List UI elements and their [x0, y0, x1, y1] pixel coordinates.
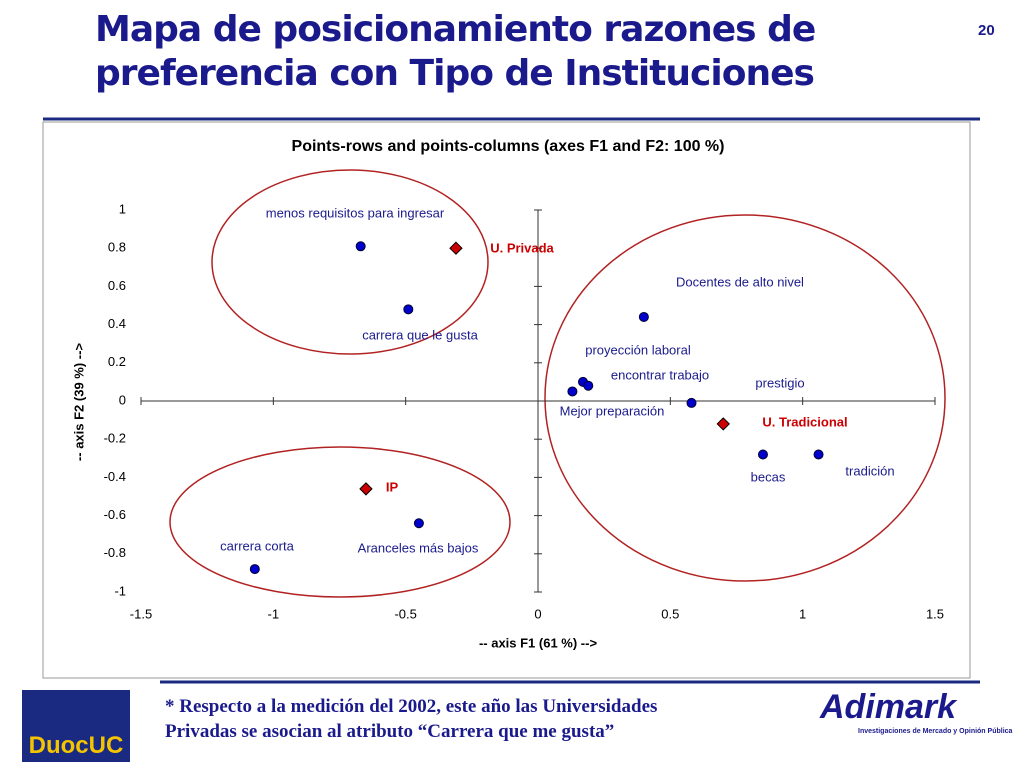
y-tick-label: -0.8 [104, 545, 126, 560]
footnote-line: Privadas se asocian al atributo “Carrera… [165, 721, 615, 742]
x-tick-label: 1.5 [926, 606, 944, 621]
point [583, 380, 594, 391]
point [686, 397, 697, 408]
point-label: tradición [845, 463, 894, 478]
point [716, 417, 730, 431]
y-tick-label: 1 [119, 201, 126, 216]
point [355, 241, 366, 252]
chart-title: Points-rows and points-columns (axes F1 … [292, 138, 725, 155]
slide-title: Mapa de posicionamiento razones de prefe… [95, 8, 816, 96]
chart-frame [42, 121, 971, 679]
cluster-ellipse [169, 446, 511, 598]
y-tick-label: -0.4 [104, 469, 126, 484]
point [413, 518, 424, 529]
point [359, 482, 373, 496]
point [757, 449, 768, 460]
x-tick-label: -1 [268, 606, 280, 621]
point-label: encontrar trabajo [611, 367, 709, 382]
point-label: IP [386, 479, 399, 494]
point-label: U. Tradicional [762, 414, 847, 429]
page-number: 20 [978, 22, 995, 39]
point [638, 311, 649, 322]
y-axis-label: -- axis F2 (39 %) --> [71, 343, 86, 462]
x-tick-label: 0 [534, 606, 541, 621]
y-tick-label: 0 [119, 392, 126, 407]
point [567, 386, 578, 397]
footnote: * Respecto a la medición del 2002, este … [165, 694, 657, 744]
point-label: carrera que le gusta [362, 327, 478, 342]
point-label: menos requisitos para ingresar [266, 205, 445, 220]
point-label: becas [751, 469, 786, 484]
x-axis-label: -- axis F1 (61 %) --> [479, 635, 598, 650]
title-line: Mapa de posicionamiento razones de [95, 9, 816, 50]
y-tick-label: 0.4 [108, 316, 126, 331]
footnote-line: * Respecto a la medición del 2002, este … [165, 696, 658, 717]
logo: DuocUC [22, 690, 130, 762]
y-tick-label: -0.2 [104, 431, 126, 446]
point-label: prestigio [755, 375, 804, 390]
y-tick-label: 0.8 [108, 240, 126, 255]
y-tick-label: 0.6 [108, 278, 126, 293]
y-tick-label: -1 [114, 583, 126, 598]
y-tick-label: -0.6 [104, 507, 126, 522]
point [813, 449, 824, 460]
logo: Adimark [820, 688, 957, 726]
cluster-ellipse [544, 214, 946, 582]
title-line: preferencia con Tipo de Instituciones [95, 53, 815, 94]
point-label: Aranceles más bajos [358, 540, 479, 555]
point-label: Mejor preparación [560, 403, 665, 418]
x-tick-label: -0.5 [394, 606, 416, 621]
x-tick-label: 0.5 [661, 606, 679, 621]
logo-tagline: Investigaciones de Mercado y Opinión Púb… [858, 728, 1013, 735]
x-tick-label: -1.5 [130, 606, 152, 621]
y-tick-label: 0.2 [108, 354, 126, 369]
point [403, 304, 414, 315]
point-label: proyección laboral [585, 342, 691, 357]
x-tick-label: 1 [799, 606, 806, 621]
point [249, 564, 260, 575]
point-label: Docentes de alto nivel [676, 274, 804, 289]
point-label: U. Privada [490, 240, 554, 255]
point-label: carrera corta [220, 538, 294, 553]
point [449, 241, 463, 255]
cluster-ellipse [211, 169, 489, 355]
